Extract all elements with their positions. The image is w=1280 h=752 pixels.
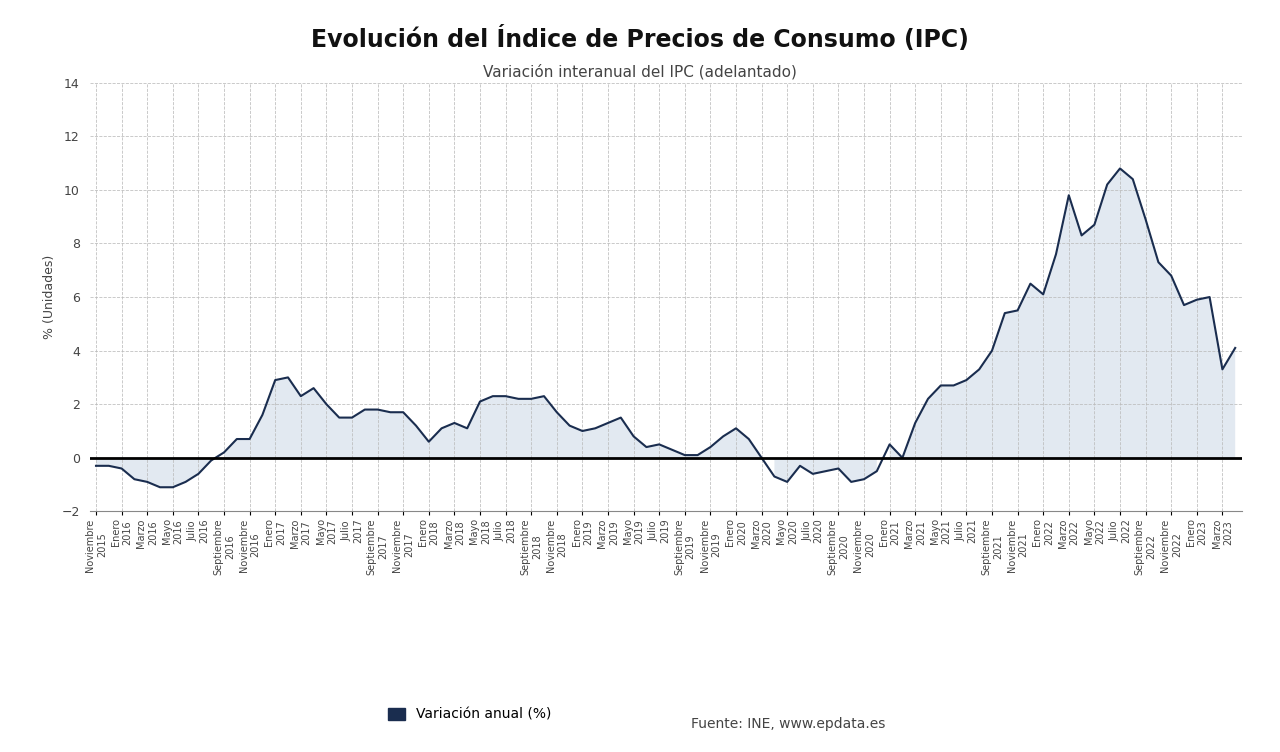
Text: Variación interanual del IPC (adelantado): Variación interanual del IPC (adelantado… <box>483 64 797 80</box>
Y-axis label: % (Unidades): % (Unidades) <box>44 255 56 339</box>
Text: Evolución del Índice de Precios de Consumo (IPC): Evolución del Índice de Precios de Consu… <box>311 26 969 53</box>
Legend: Variación anual (%): Variación anual (%) <box>383 702 557 727</box>
Text: Fuente: INE, www.epdata.es: Fuente: INE, www.epdata.es <box>691 717 886 731</box>
